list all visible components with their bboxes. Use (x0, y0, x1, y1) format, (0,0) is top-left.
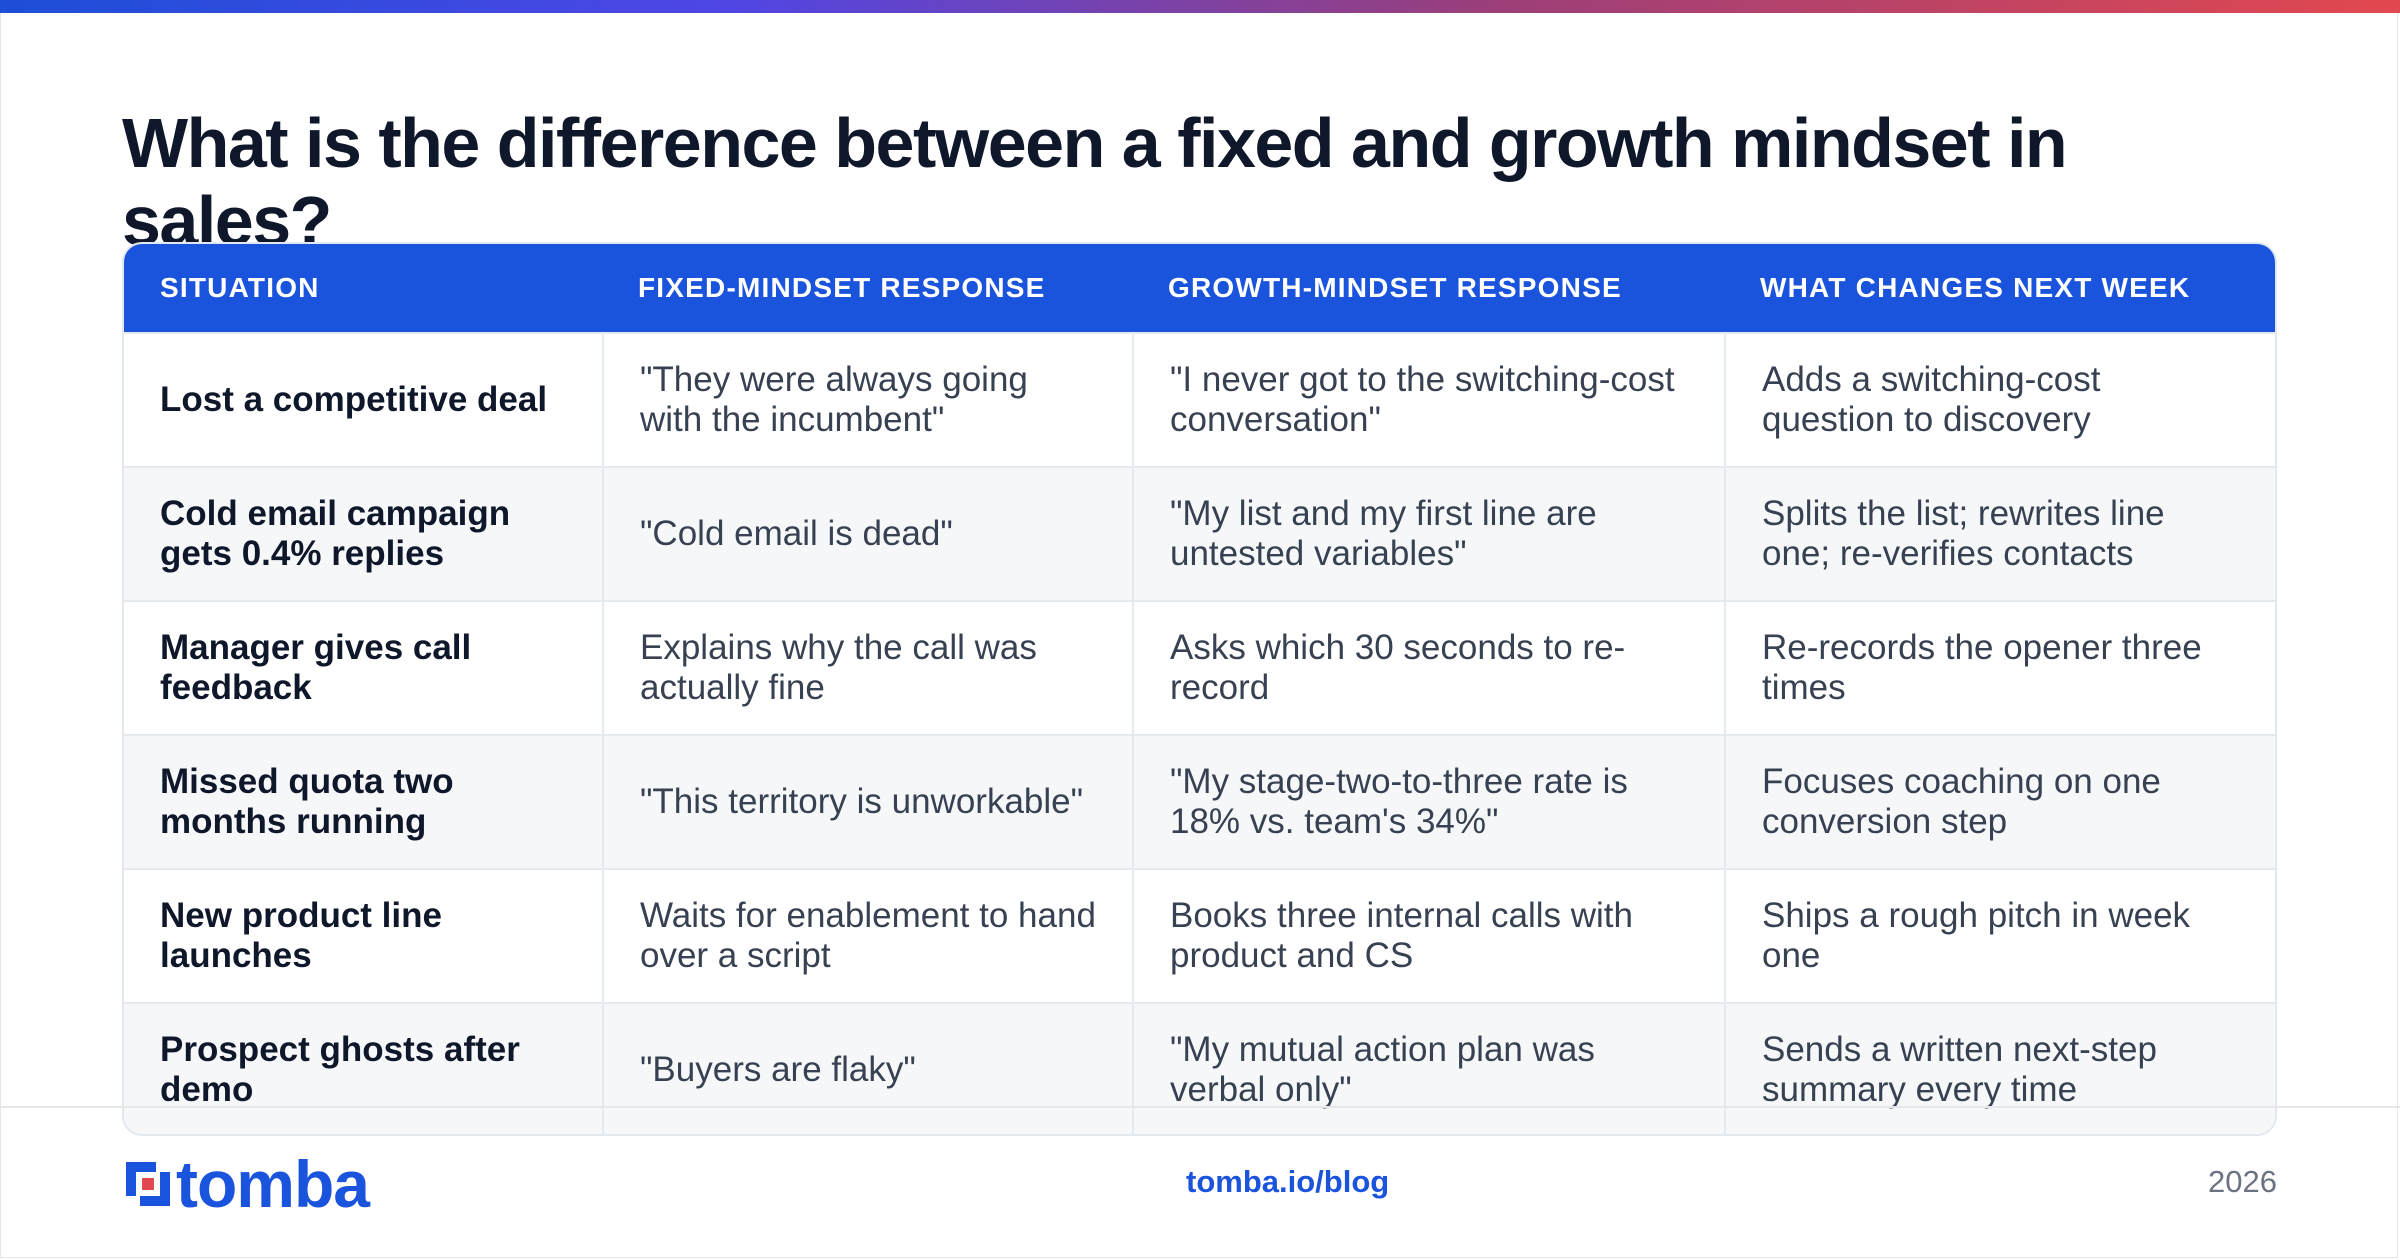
tomba-logo-icon (126, 1162, 170, 1206)
table-row: Cold email campaign gets 0.4% replies "C… (124, 466, 2275, 600)
header-what-changes: WHAT CHANGES NEXT WEEK (1760, 272, 2191, 303)
cell-fixed-response: "Buyers are flaky" (602, 1004, 1132, 1134)
header-situation: SITUATION (160, 272, 320, 303)
cell-situation: Prospect ghosts after demo (160, 1030, 520, 1109)
table-row: Prospect ghosts after demo "Buyers are f… (124, 1002, 2275, 1134)
logo-text: tomba (176, 1147, 370, 1221)
header-growth-mindset: GROWTH-MINDSET RESPONSE (1168, 272, 1622, 303)
cell-fixed-response: "Cold email is dead" (602, 468, 1132, 600)
header-fixed-mindset: FIXED-MINDSET RESPONSE (638, 272, 1046, 303)
cell-fixed-response: Explains why the call was actually fine (602, 602, 1132, 734)
footer-divider (0, 1106, 2400, 1108)
cell-situation: Manager gives call feedback (160, 628, 472, 707)
top-gradient-bar (0, 0, 2400, 13)
cell-next-week: Focuses coaching on one conversion step (1724, 736, 2275, 868)
cell-next-week: Sends a written next-step summary every … (1724, 1004, 2275, 1134)
cell-growth-response: Books three internal calls with product … (1132, 870, 1724, 1002)
footer-year: 2026 (2208, 1164, 2277, 1199)
table-row: Lost a competitive deal "They were alway… (124, 332, 2275, 466)
cell-next-week: Ships a rough pitch in week one (1724, 870, 2275, 1002)
cell-situation: New product line launches (160, 896, 442, 975)
page-title: What is the difference between a fixed a… (122, 104, 2068, 260)
cell-situation: Missed quota two months running (160, 762, 454, 841)
cell-growth-response: Asks which 30 seconds to re-record (1132, 602, 1724, 734)
table-row: Missed quota two months running "This te… (124, 734, 2275, 868)
cell-fixed-response: Waits for enablement to hand over a scri… (602, 870, 1132, 1002)
cell-situation: Cold email campaign gets 0.4% replies (160, 494, 511, 573)
table-header: SITUATION FIXED-MINDSET RESPONSE GROWTH-… (124, 244, 2275, 332)
cell-growth-response: "My list and my first line are untested … (1132, 468, 1724, 600)
table-row: Manager gives call feedback Explains why… (124, 600, 2275, 734)
cell-growth-response: "My stage-two-to-three rate is 18% vs. t… (1132, 736, 1724, 868)
tomba-logo[interactable]: tomba (122, 1147, 370, 1221)
cell-situation: Lost a competitive deal (160, 380, 548, 419)
cell-growth-response: "My mutual action plan was verbal only" (1132, 1004, 1724, 1134)
cell-next-week: Adds a switching-cost question to discov… (1724, 334, 2275, 466)
cell-fixed-response: "This territory is unworkable" (602, 736, 1132, 868)
cell-next-week: Re-records the opener three times (1724, 602, 2275, 734)
cell-fixed-response: "They were always going with the incumbe… (602, 334, 1132, 466)
cell-growth-response: "I never got to the switching-cost conve… (1132, 334, 1724, 466)
comparison-table: SITUATION FIXED-MINDSET RESPONSE GROWTH-… (122, 242, 2277, 1136)
blog-link[interactable]: tomba.io/blog (1186, 1164, 1390, 1199)
cell-next-week: Splits the list; rewrites line one; re-v… (1724, 468, 2275, 600)
table-row: New product line launches Waits for enab… (124, 868, 2275, 1002)
